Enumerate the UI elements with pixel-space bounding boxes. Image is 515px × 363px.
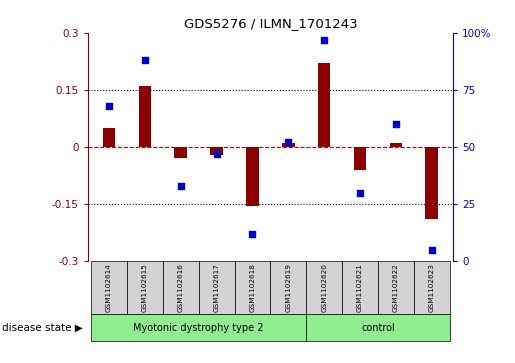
Point	[320, 37, 328, 42]
Bar	[139, 86, 151, 147]
Bar	[91, 261, 127, 314]
Text: GSM1102616: GSM1102616	[178, 263, 184, 312]
Bar	[306, 314, 450, 341]
Bar	[91, 314, 306, 341]
Text: Myotonic dystrophy type 2: Myotonic dystrophy type 2	[133, 323, 264, 333]
Point	[105, 103, 113, 109]
Point	[213, 151, 221, 157]
Bar	[354, 147, 366, 170]
Text: GSM1102623: GSM1102623	[428, 263, 435, 312]
Bar	[342, 261, 378, 314]
Point	[284, 139, 293, 145]
Bar	[389, 143, 402, 147]
Bar	[306, 261, 342, 314]
Bar	[282, 143, 295, 147]
Text: GSM1102620: GSM1102620	[321, 263, 327, 312]
Bar	[246, 147, 259, 206]
Text: control: control	[361, 323, 395, 333]
Bar	[103, 128, 115, 147]
Text: GSM1102619: GSM1102619	[285, 263, 291, 312]
Bar	[210, 147, 223, 155]
Text: GSM1102617: GSM1102617	[214, 263, 219, 312]
Bar	[175, 147, 187, 158]
Bar	[127, 261, 163, 314]
Point	[427, 247, 436, 253]
Bar	[425, 147, 438, 219]
Text: disease state ▶: disease state ▶	[2, 323, 82, 333]
Text: GSM1102618: GSM1102618	[249, 263, 255, 312]
Text: GSM1102615: GSM1102615	[142, 263, 148, 312]
Bar	[234, 261, 270, 314]
Bar	[378, 261, 414, 314]
Point	[177, 183, 185, 189]
Title: GDS5276 / ILMN_1701243: GDS5276 / ILMN_1701243	[183, 17, 357, 30]
Point	[248, 231, 256, 237]
Text: GSM1102614: GSM1102614	[106, 263, 112, 312]
Text: GSM1102622: GSM1102622	[393, 263, 399, 312]
Text: GSM1102621: GSM1102621	[357, 263, 363, 312]
Bar	[414, 261, 450, 314]
Bar	[318, 63, 331, 147]
Point	[141, 57, 149, 63]
Bar	[270, 261, 306, 314]
Bar	[199, 261, 234, 314]
Bar	[163, 261, 199, 314]
Point	[392, 121, 400, 127]
Point	[356, 190, 364, 196]
